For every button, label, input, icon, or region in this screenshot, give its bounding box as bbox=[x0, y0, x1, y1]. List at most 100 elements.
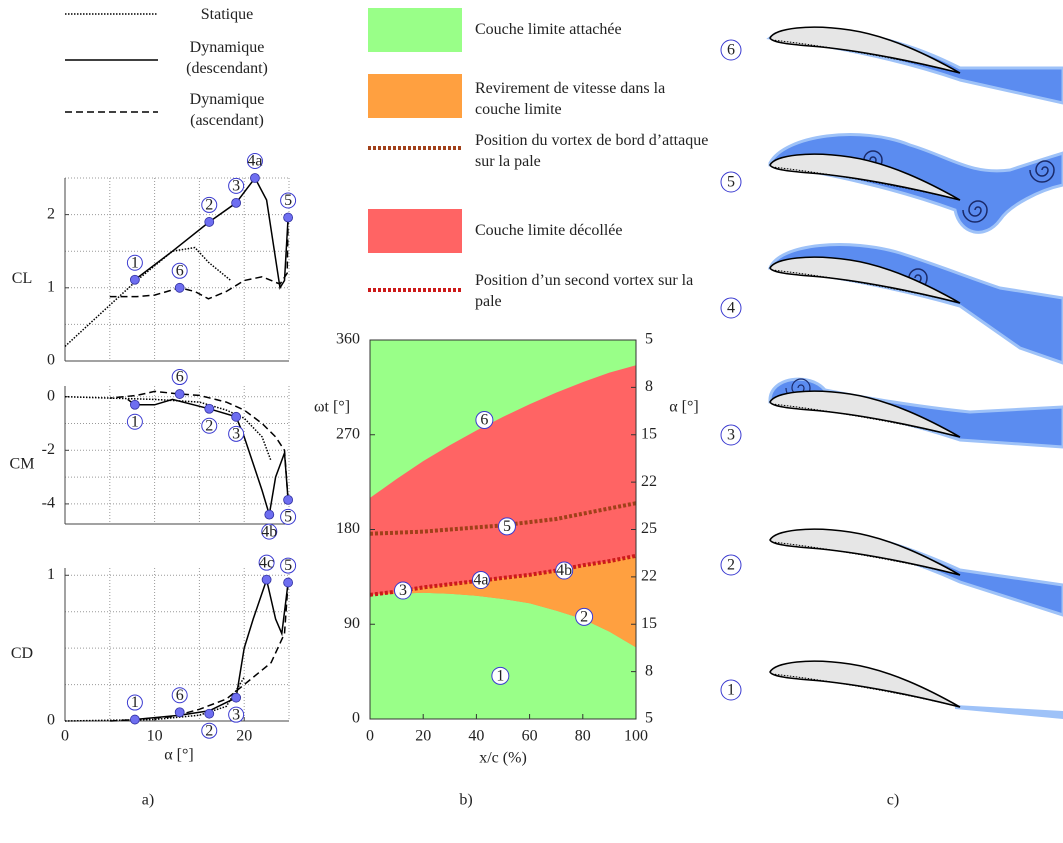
legend-label: Couche limite attachée bbox=[475, 21, 622, 38]
point-label: 3 bbox=[232, 178, 240, 195]
series-line bbox=[127, 398, 289, 515]
point bbox=[261, 574, 272, 585]
stage-label: 4 bbox=[727, 300, 735, 317]
stage-badge bbox=[720, 297, 742, 319]
y-tick-label: 180 bbox=[336, 520, 360, 537]
point bbox=[283, 494, 294, 505]
point-badge bbox=[126, 413, 143, 430]
point-label: 3 bbox=[232, 425, 240, 442]
point-label: 5 bbox=[284, 192, 292, 209]
point-label: 4a bbox=[247, 153, 262, 170]
point-label: 4c bbox=[259, 554, 274, 571]
stage-badge bbox=[720, 554, 742, 576]
point-label: 2 bbox=[205, 197, 213, 214]
legend-swatch bbox=[368, 8, 462, 52]
y-tick-label: -4 bbox=[42, 495, 55, 512]
legend-label: Dynamique (descendant) bbox=[186, 39, 268, 77]
legend-swatch bbox=[368, 74, 462, 118]
y2-tick-label: 8 bbox=[645, 662, 653, 679]
x-tick-label: 20 bbox=[236, 728, 252, 745]
series-line bbox=[109, 217, 289, 300]
point bbox=[283, 212, 294, 223]
series-line bbox=[64, 395, 272, 462]
y-tick-label: 2 bbox=[47, 205, 55, 222]
point-label: 3 bbox=[232, 706, 240, 723]
stage-4 bbox=[767, 243, 1063, 365]
point-label: 5 bbox=[284, 509, 292, 526]
y2-tick-label: 22 bbox=[641, 568, 657, 585]
camber-line bbox=[771, 39, 961, 74]
point bbox=[555, 561, 574, 580]
point-label: 4b bbox=[261, 523, 277, 540]
point bbox=[174, 282, 185, 293]
point-label: 2 bbox=[205, 722, 213, 739]
series-line bbox=[134, 576, 289, 721]
stage-label: 2 bbox=[727, 557, 735, 574]
point-label: 2 bbox=[580, 609, 588, 626]
point-label: 3 bbox=[399, 582, 407, 599]
y-axis-label: ωt [°] bbox=[314, 399, 350, 416]
point-label: 4b bbox=[556, 562, 572, 579]
y-tick-label: 270 bbox=[336, 425, 360, 442]
y2-tick-label: 22 bbox=[641, 473, 657, 490]
y2-tick-label: 5 bbox=[645, 331, 653, 348]
point bbox=[497, 517, 516, 536]
point bbox=[204, 403, 215, 414]
legend-label: Revirement de vitesse dans la couche lim… bbox=[475, 80, 666, 118]
point bbox=[204, 708, 215, 719]
point bbox=[471, 571, 490, 590]
camber-line bbox=[771, 541, 961, 576]
y-axis-label: CL bbox=[12, 270, 32, 287]
point bbox=[231, 692, 242, 703]
point-badge bbox=[171, 369, 188, 386]
stage-badge bbox=[720, 424, 742, 446]
x-tick-label: 60 bbox=[522, 728, 538, 745]
point bbox=[283, 577, 294, 588]
point-badge bbox=[261, 523, 278, 540]
y-tick-label: 0 bbox=[47, 712, 55, 729]
x-tick-label: 80 bbox=[575, 728, 591, 745]
stage-badge bbox=[720, 679, 742, 701]
stage-label: 3 bbox=[727, 427, 735, 444]
point bbox=[129, 274, 140, 285]
point-badge bbox=[280, 557, 297, 574]
point-badge bbox=[258, 554, 275, 571]
y-tick-label: 360 bbox=[336, 331, 360, 348]
point bbox=[575, 607, 594, 626]
x-tick-label: 0 bbox=[61, 728, 69, 745]
airfoil bbox=[769, 26, 961, 74]
y2-tick-label: 8 bbox=[645, 378, 653, 395]
series-line bbox=[64, 246, 232, 347]
point-badge bbox=[201, 196, 218, 213]
camber-line bbox=[771, 269, 961, 304]
stage-6 bbox=[766, 26, 1063, 105]
stage-2 bbox=[769, 528, 1063, 617]
x-tick-label: 40 bbox=[468, 728, 484, 745]
series-line bbox=[134, 176, 289, 290]
caption: c) bbox=[887, 792, 899, 809]
x-tick-label: 100 bbox=[624, 728, 648, 745]
point-badge bbox=[201, 417, 218, 434]
legend-label: Couche limite décollée bbox=[475, 222, 623, 239]
legend-swatch bbox=[368, 209, 462, 253]
y-tick-label: 0 bbox=[47, 387, 55, 404]
y-tick-label: 0 bbox=[352, 710, 360, 727]
point-label: 6 bbox=[480, 412, 488, 429]
stage-label: 1 bbox=[727, 682, 735, 699]
point bbox=[393, 581, 412, 600]
point bbox=[129, 714, 140, 725]
wake bbox=[955, 705, 1063, 719]
point-badge bbox=[280, 508, 297, 525]
y2-tick-label: 5 bbox=[645, 710, 653, 727]
y-tick-label: 0 bbox=[47, 352, 55, 369]
legend-label: Statique bbox=[200, 6, 254, 23]
point-label: 6 bbox=[176, 687, 184, 704]
point-badge bbox=[201, 722, 218, 739]
point-badge bbox=[126, 694, 143, 711]
point bbox=[264, 509, 275, 520]
y2-tick-label: 15 bbox=[641, 615, 657, 632]
point-badge bbox=[280, 192, 297, 209]
y-tick-label: 90 bbox=[344, 615, 360, 632]
